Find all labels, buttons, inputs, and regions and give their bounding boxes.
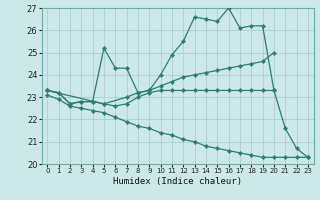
X-axis label: Humidex (Indice chaleur): Humidex (Indice chaleur) xyxy=(113,177,242,186)
